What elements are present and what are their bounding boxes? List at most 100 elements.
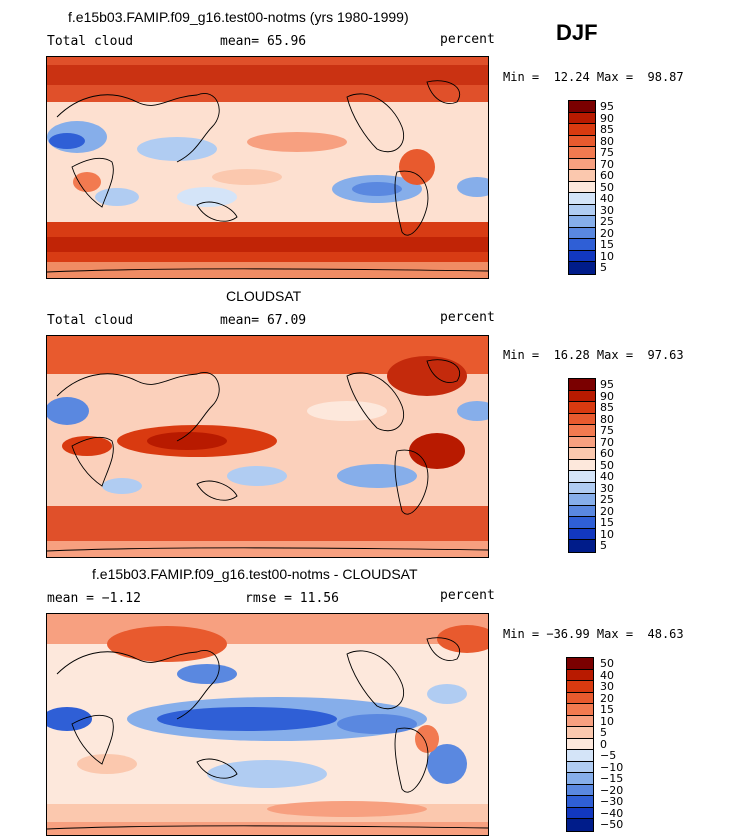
colorbar-tick-label: 10 <box>600 527 614 541</box>
panel-2-units-label: percent <box>440 310 495 325</box>
colorbar-tick-label: 30 <box>600 203 614 217</box>
colorbar-swatch <box>567 704 593 716</box>
colorbar-swatch <box>569 448 595 460</box>
colorbar-swatch <box>569 471 595 483</box>
season-label: DJF <box>556 20 598 45</box>
panel-1-units-label: percent <box>440 32 495 47</box>
colorbar-swatch <box>569 413 595 425</box>
colorbar-swatch <box>569 517 595 529</box>
colorbar-tick-label: 10 <box>600 249 614 263</box>
colorbar-tick-label: 85 <box>600 401 614 414</box>
colorbar-swatch <box>569 482 595 494</box>
colorbar-swatch <box>567 692 593 704</box>
colorbar-swatch <box>569 494 595 506</box>
colorbar-swatch <box>569 459 595 471</box>
colorbar-tick-label: −50 <box>600 818 624 831</box>
colorbar-tick-label: 95 <box>600 100 614 113</box>
colorbar-tick-label: 20 <box>600 691 614 705</box>
panel-3-map <box>46 613 489 836</box>
colorbar-tick-label: 25 <box>600 215 614 228</box>
colorbar-swatch <box>569 239 595 251</box>
colorbar-tick-label: 30 <box>600 680 614 693</box>
colorbar-tick-label: 80 <box>600 134 614 148</box>
colorbar-tick-label: −15 <box>600 772 624 785</box>
colorbar-tick-label: 70 <box>600 435 614 449</box>
panel-2-title: CLOUDSAT <box>226 288 302 304</box>
colorbar-tick-label: 80 <box>600 412 614 426</box>
panel-3-units-label: percent <box>440 588 495 603</box>
colorbar-swatch <box>567 669 593 681</box>
colorbar-swatch <box>567 681 593 693</box>
colorbar-swatch <box>569 124 595 136</box>
colorbar-tick-label: 40 <box>600 668 614 682</box>
panel-2-map <box>46 335 489 558</box>
panel-2-min-max: Min = 16.28 Max = 97.63 <box>503 348 684 362</box>
colorbar-tick-label: 50 <box>600 657 614 670</box>
colorbar-tick-label: 60 <box>600 169 614 182</box>
panel-2-variable-label: Total cloud <box>47 313 134 328</box>
colorbar-tick-label: −40 <box>600 806 624 820</box>
colorbar-tick-label: 95 <box>600 378 614 391</box>
panel-1-variable-label: Total cloud <box>47 34 134 49</box>
colorbar-swatch <box>569 158 595 170</box>
colorbar-swatch <box>569 425 595 437</box>
panel-3-min-max: Min = −36.99 Max = 48.63 <box>503 627 684 641</box>
colorbar-tick-label: −20 <box>600 783 624 797</box>
colorbar-tick-label: 15 <box>600 238 614 251</box>
colorbar-tick-label: −5 <box>600 749 617 762</box>
colorbar-tick-label: −10 <box>600 760 624 774</box>
colorbar-tick-label: 90 <box>600 389 614 403</box>
colorbar-swatch <box>567 784 593 796</box>
panel-3-colorbar <box>566 657 594 832</box>
colorbar-tick-label: 25 <box>600 493 614 506</box>
colorbar-tick-label: 30 <box>600 481 614 495</box>
colorbar-tick-label: 10 <box>600 714 614 728</box>
colorbar-tick-label: 5 <box>600 539 607 552</box>
panel-1-colorbar-ticks: 95 90 85 80 75 70 60 50 40 30 25 20 15 10 5 <box>600 100 640 275</box>
panel-3-mean-label: mean = −1.12 <box>47 591 141 606</box>
panel-3-colorbar-ticks: 50 40 30 20 15 10 5 0 −5 −10 −15 −20 −30 −40 −50 <box>600 657 640 832</box>
colorbar-swatch <box>569 505 595 517</box>
colorbar-tick-label: 40 <box>600 470 614 483</box>
colorbar-tick-label: 20 <box>600 226 614 240</box>
colorbar-swatch <box>567 750 593 762</box>
colorbar-tick-label: 5 <box>600 261 607 274</box>
panel-2-colorbar-ticks: 95 90 85 80 75 70 60 50 40 30 25 20 15 10 5 <box>600 378 640 553</box>
colorbar-swatch <box>569 204 595 216</box>
panel-2-colorbar <box>568 378 596 553</box>
colorbar-swatch <box>569 540 595 552</box>
colorbar-tick-label: 50 <box>600 180 614 194</box>
panel-3-title: f.e15b03.FAMIP.f09_g16.test00-notms - CL… <box>92 566 418 582</box>
colorbar-tick-label: 50 <box>600 458 614 472</box>
panel-1-mean-label: mean= 65.96 <box>220 34 307 49</box>
colorbar-swatch <box>569 402 595 414</box>
colorbar-swatch <box>567 807 593 819</box>
colorbar-swatch <box>569 135 595 147</box>
colorbar-swatch <box>569 181 595 193</box>
colorbar-swatch <box>569 262 595 274</box>
colorbar-swatch <box>569 101 595 113</box>
colorbar-tick-label: 90 <box>600 111 614 125</box>
colorbar-swatch <box>569 250 595 262</box>
panel-1-title: f.e15b03.FAMIP.f09_g16.test00-notms (yrs… <box>68 9 409 25</box>
colorbar-swatch <box>569 390 595 402</box>
panel-2-map-field <box>47 336 488 557</box>
colorbar-swatch <box>567 819 593 831</box>
panel-1-colorbar <box>568 100 596 275</box>
colorbar-tick-label: 85 <box>600 123 614 136</box>
colorbar-swatch <box>569 436 595 448</box>
colorbar-tick-label: 15 <box>600 703 614 716</box>
colorbar-tick-label: 75 <box>600 424 614 437</box>
colorbar-swatch <box>569 227 595 239</box>
panel-1-min-max: Min = 12.24 Max = 98.87 <box>503 70 684 84</box>
colorbar-swatch <box>569 112 595 124</box>
colorbar-swatch <box>569 193 595 205</box>
colorbar-swatch <box>569 216 595 228</box>
colorbar-swatch <box>567 715 593 727</box>
colorbar-tick-label: 70 <box>600 157 614 171</box>
colorbar-tick-label: −30 <box>600 795 624 808</box>
colorbar-tick-label: 40 <box>600 192 614 205</box>
panel-3-map-field <box>47 614 488 835</box>
panel-1-map <box>46 56 489 279</box>
panel-1-map-field <box>47 57 488 278</box>
